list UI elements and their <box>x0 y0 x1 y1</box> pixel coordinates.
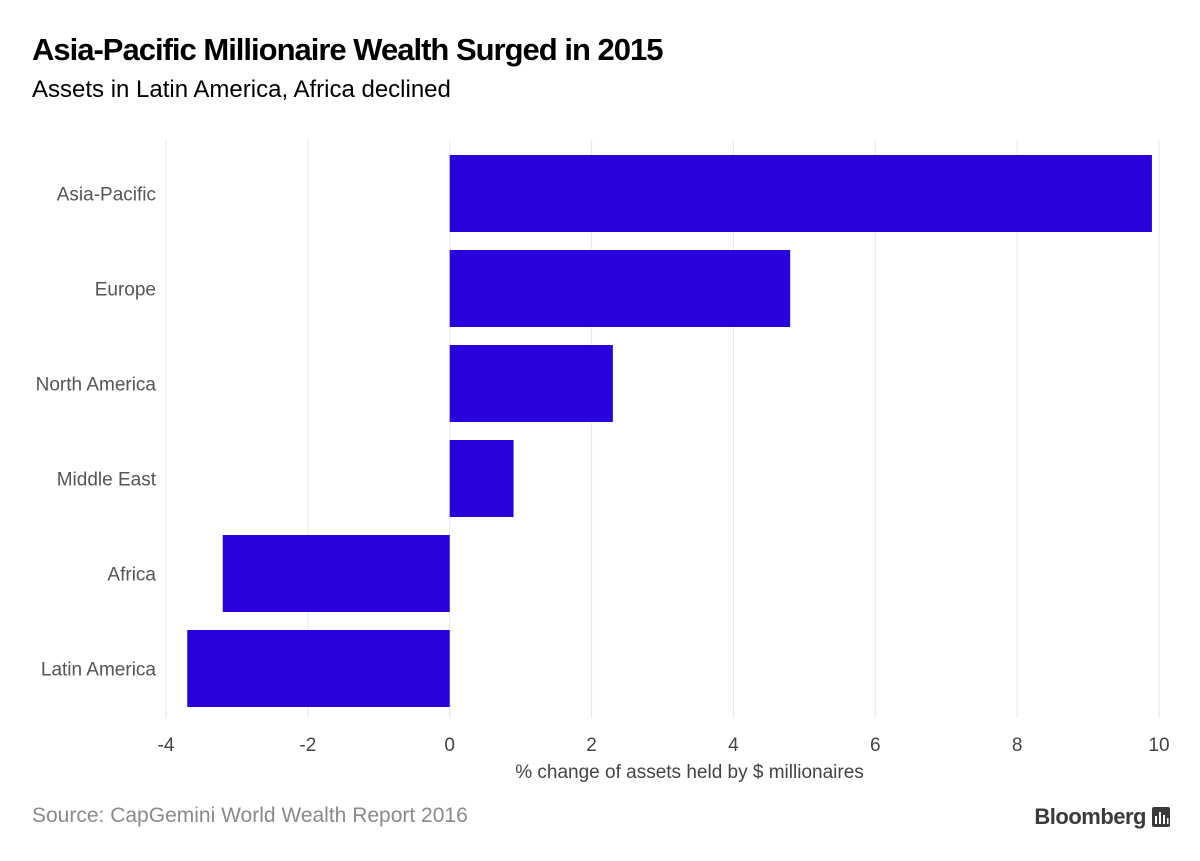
bar-latin-america <box>187 630 450 707</box>
chart-title: Asia-Pacific Millionaire Wealth Surged i… <box>32 32 663 67</box>
x-tick-label: -2 <box>299 735 316 756</box>
bar-africa <box>222 535 450 612</box>
x-axis-ticks: -4 -2 0 2 4 6 8 10 <box>158 735 1170 756</box>
category-label: Middle East <box>57 470 157 491</box>
bar-asia-pacific <box>449 155 1152 232</box>
category-label: Latin America <box>41 660 157 681</box>
category-label: Europe <box>95 280 156 301</box>
category-label: North America <box>36 375 157 396</box>
grid-lines <box>165 140 1160 718</box>
category-labels: Asia-Pacific Europe North America Middle Ea… <box>36 185 157 681</box>
bar-europe <box>449 250 791 327</box>
brand-name: Bloomberg <box>1034 804 1146 829</box>
bar-north-america <box>449 345 613 422</box>
source-note: Source: CapGemini World Wealth Report 20… <box>32 804 468 827</box>
bar-middle-east <box>449 440 514 517</box>
category-label: Asia-Pacific <box>57 185 156 206</box>
x-tick-label: 8 <box>1012 735 1023 756</box>
bars <box>187 155 1152 707</box>
x-axis-title: % change of assets held by $ millionaire… <box>515 762 864 783</box>
bloomberg-terminal-icon <box>1152 807 1170 827</box>
x-tick-label: 2 <box>586 735 597 756</box>
x-tick-label: 4 <box>728 735 739 756</box>
x-tick-label: 10 <box>1148 735 1169 756</box>
x-tick-label: 6 <box>870 735 881 756</box>
chart-subtitle: Assets in Latin America, Africa declined <box>32 76 451 103</box>
brand-logo: Bloomberg <box>1034 804 1170 830</box>
x-tick-label: 0 <box>444 735 455 756</box>
category-label: Africa <box>107 565 156 586</box>
x-tick-label: -4 <box>158 735 175 756</box>
